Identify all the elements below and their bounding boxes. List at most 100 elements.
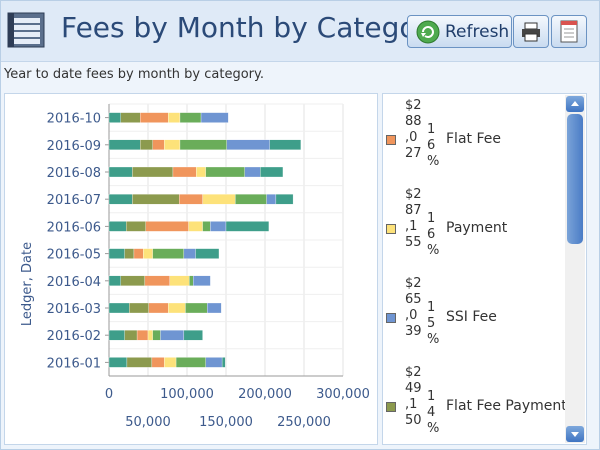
legend-swatch: [386, 313, 396, 323]
chevron-down-icon: [571, 432, 579, 437]
bar-segment: [160, 330, 185, 341]
y-tick-label: 2016-08: [47, 166, 101, 181]
report-icon: [7, 12, 45, 48]
legend-percent: 15%: [427, 300, 440, 347]
bar-segment: [183, 330, 203, 341]
printer-icon: [522, 22, 540, 42]
x-tick-label: 250,000: [277, 415, 331, 430]
bar-segment: [129, 302, 149, 314]
bar-segment: [205, 357, 223, 368]
legend-item: $287,155 16% Payment: [383, 187, 563, 277]
print-button[interactable]: [513, 15, 549, 48]
refresh-button[interactable]: Refresh: [407, 15, 512, 48]
bar-segment: [235, 194, 267, 205]
x-tick-label: 0: [105, 387, 113, 402]
legend-item: $265,039 15% SSI Fee: [383, 276, 563, 366]
bar-segment: [205, 166, 245, 178]
legend-swatch: [386, 135, 396, 145]
bar-segment: [148, 302, 169, 314]
legend-percent: 16%: [427, 211, 440, 258]
legend-label: SSI Fee: [446, 309, 497, 325]
legend-panel: $288,027 16% Flat Fee $287,155 16% Payment $26…: [382, 93, 587, 445]
bar-segment: [126, 357, 153, 368]
legend-value: $288,027: [405, 98, 422, 161]
scroll-thumb[interactable]: [567, 114, 583, 244]
bar-segment: [108, 139, 141, 150]
bar-segment: [269, 139, 302, 150]
bar-segment: [164, 139, 181, 150]
y-tick-label: 2016-09: [47, 139, 101, 154]
bar-segment: [202, 194, 236, 205]
bar-segment: [260, 166, 284, 178]
y-tick-label: 2016-01: [47, 356, 101, 371]
bar-segment: [172, 166, 197, 178]
bar-segment: [183, 248, 196, 259]
bar-segment: [169, 275, 190, 286]
bar-segment: [120, 112, 141, 123]
scroll-down-button[interactable]: [566, 426, 584, 442]
stacked-bar-chart: Ledger, Date 2016-10 2016-09 2016-08 2016-0…: [20, 103, 370, 430]
bar-segment: [140, 112, 169, 123]
legend-value: $249,150: [405, 365, 422, 428]
y-tick-label: 2016-10: [47, 112, 101, 127]
chart-panel: Ledger, Date 2016-10 2016-09 2016-08 2016-0…: [4, 93, 378, 445]
bar-segment: [195, 248, 220, 259]
bar-segment: [108, 275, 121, 286]
scroll-up-button[interactable]: [566, 96, 584, 112]
bar-segment: [108, 112, 121, 123]
bar-segment: [143, 248, 153, 259]
y-tick-label: 2016-06: [47, 220, 101, 235]
x-tick-label: 150,000: [199, 415, 253, 430]
bar-segment: [207, 302, 222, 314]
bar-segment: [200, 112, 229, 123]
bar-segment: [185, 302, 208, 314]
legend-swatch: [386, 224, 396, 234]
bar-segment: [133, 248, 144, 259]
bar-segment: [244, 166, 261, 178]
bar-segment: [164, 357, 177, 368]
legend-item: $288,027 16% Flat Fee: [383, 98, 563, 188]
export-button[interactable]: [551, 15, 587, 48]
header-bar: Fees by Month by Category Refresh: [1, 1, 599, 62]
y-tick-label: 2016-03: [47, 302, 101, 317]
bar-segment: [210, 221, 227, 232]
bar-segment: [132, 166, 174, 178]
bar-segment: [132, 194, 180, 205]
legend-scrollbar[interactable]: [565, 95, 585, 443]
bar-segment: [108, 302, 130, 314]
refresh-icon: [416, 20, 440, 44]
x-tick-label: 200,000: [238, 387, 292, 402]
legend-swatch: [386, 402, 396, 412]
bar-segment: [108, 194, 133, 205]
bar-segment: [108, 166, 133, 178]
bar-segment: [124, 330, 138, 341]
bar-segment: [108, 221, 127, 232]
bar-segment: [179, 112, 202, 123]
bar-segment: [168, 302, 186, 314]
bar-segment: [225, 221, 270, 232]
legend-percent: 16%: [427, 122, 440, 169]
x-tick-label: 100,000: [160, 387, 214, 402]
bar-segment: [120, 275, 146, 286]
bar-segment: [108, 248, 125, 259]
bar-segment: [136, 330, 149, 341]
bar-segment: [108, 357, 128, 368]
bar-segment: [193, 275, 211, 286]
bar-segment: [179, 194, 203, 205]
bar-segment: [152, 248, 185, 259]
legend-label: Flat Fee Payment: [446, 398, 567, 414]
y-tick-label: 2016-05: [47, 248, 101, 263]
legend-label: Payment: [446, 220, 508, 236]
legend-percent: 14%: [427, 389, 440, 436]
bar-segment: [124, 248, 135, 259]
report-description: Year to date fees by month by category.: [4, 67, 264, 82]
bar-segment: [126, 221, 146, 232]
bar-segment: [179, 139, 227, 150]
spreadsheet-icon: [560, 20, 578, 43]
y-tick-label: 2016-02: [47, 329, 101, 344]
bar-segment: [226, 139, 270, 150]
bar-segment: [108, 330, 125, 341]
legend-label: Flat Fee: [446, 131, 501, 147]
bar-segment: [189, 275, 194, 286]
